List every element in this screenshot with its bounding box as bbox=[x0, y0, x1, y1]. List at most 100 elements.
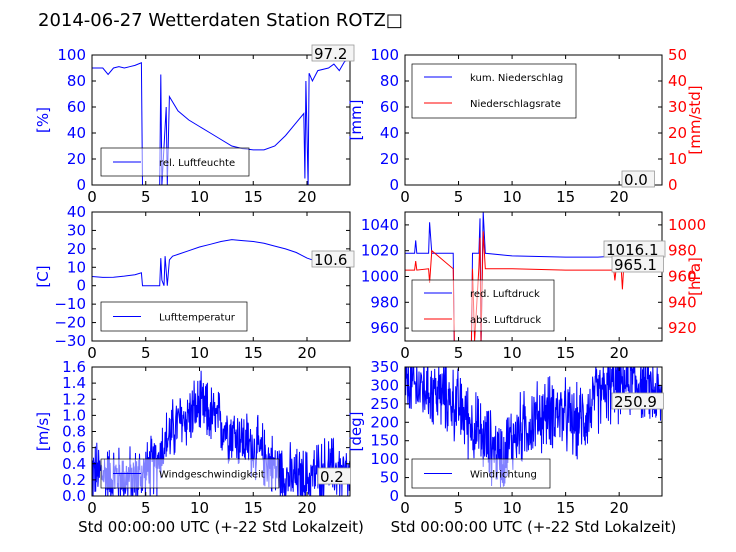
y-tick-label: 80 bbox=[380, 72, 399, 90]
panel-precip: 0 5 10 15 20 0 20 40 60 80 100 0 10 20 30 40 50 [mm] [mm/s… bbox=[347, 46, 704, 206]
x-tick-label: 0 bbox=[400, 188, 410, 206]
y-tick-label: 20 bbox=[380, 150, 399, 168]
x-tick-label: 10 bbox=[190, 499, 209, 517]
legend-label: abs. Luftdruck bbox=[470, 315, 541, 326]
x-axis-label: Std 00:00:00 UTC (+-22 Std Lokalzeit) bbox=[391, 518, 677, 536]
series-line-wind_speed-0 bbox=[92, 370, 350, 496]
value-annotation-box bbox=[311, 250, 355, 268]
y2-tick-label: 980 bbox=[668, 242, 697, 260]
panel-temperature: 0 5 10 15 20−30−20−10010203040[C]Lufttempera… bbox=[34, 203, 355, 362]
x-tick-label: 20 bbox=[297, 188, 316, 206]
x-tick-label: 5 bbox=[454, 499, 464, 517]
y-tick-label: 300 bbox=[370, 376, 399, 394]
x-tick-label: 20 bbox=[297, 344, 316, 362]
value-annotation: 1016.1 bbox=[606, 241, 659, 259]
y-tick-label: 200 bbox=[370, 413, 399, 431]
legend-label: Lufttemperatur bbox=[159, 313, 236, 324]
y-axis-label: [deg] bbox=[347, 412, 365, 452]
x-tick-label: 5 bbox=[141, 499, 151, 517]
y-axis-label: [mm] bbox=[347, 100, 365, 141]
y-tick-label: 350 bbox=[370, 358, 399, 376]
axes-frame-wind_direction bbox=[404, 366, 663, 497]
y-tick-label: 0.2 bbox=[62, 471, 86, 489]
y2-axis-label: [hPa] bbox=[686, 257, 704, 296]
y-tick-label: 0.8 bbox=[62, 423, 86, 441]
legend-label: Windgeschwindigkeit bbox=[159, 470, 265, 481]
y-tick-label: 1.0 bbox=[62, 406, 86, 424]
y2-tick-label: 1000 bbox=[668, 216, 706, 234]
chart-title: 2014-06-27 Wetterdaten Station ROTZ□ bbox=[38, 10, 403, 31]
x-tick-label: 15 bbox=[556, 499, 575, 517]
legend-precip: kum. Niederschlag Niederschlagsrate bbox=[411, 63, 577, 119]
y-tick-label: 20 bbox=[67, 150, 86, 168]
y2-tick-label: 0 bbox=[668, 176, 678, 194]
panel-pressure: 0 5 10 15 20 960 980 1000 1020 1040 920 940 960 980 10… bbox=[361, 211, 706, 362]
x-tick-label: 15 bbox=[244, 188, 263, 206]
value-annotation-box bbox=[621, 170, 655, 188]
legend-label: Niederschlagsrate bbox=[470, 99, 561, 110]
x-tick-label: 10 bbox=[503, 499, 522, 517]
legend-label: kum. Niederschlag bbox=[470, 73, 563, 84]
value-annotation-box bbox=[317, 467, 351, 485]
y-tick-label: 60 bbox=[67, 98, 86, 116]
value-annotation: 0.0 bbox=[624, 171, 648, 189]
x-tick-label: 15 bbox=[244, 499, 263, 517]
panel-humidity: 0 5 10 15 20 0 20 40 60 80 100 [%] rel. Luftfeuchte 9… bbox=[34, 44, 355, 206]
y-tick-label: 1020 bbox=[361, 242, 399, 260]
panel-wind_speed: 0 5 10 15 200.00.20.40.60.81.01.21.41.6[m/s]… bbox=[34, 358, 364, 536]
x-tick-label: 0 bbox=[87, 344, 97, 362]
value-annotation: 10.6 bbox=[314, 251, 347, 269]
x-tick-label: 10 bbox=[190, 344, 209, 362]
x-tick-label: 20 bbox=[610, 344, 629, 362]
y-tick-label: 0 bbox=[76, 277, 86, 295]
legend-pressure: red. Luftdruck abs. Luftdruck bbox=[411, 279, 555, 332]
value-annotation-box bbox=[311, 44, 355, 62]
value-annotation: 250.9 bbox=[614, 393, 657, 411]
y2-tick-label: 960 bbox=[668, 268, 697, 286]
series-line-pressure-0 bbox=[405, 212, 662, 341]
y-axis-label: [C] bbox=[34, 265, 52, 287]
x-tick-label: 10 bbox=[503, 344, 522, 362]
x-tick-label: 5 bbox=[141, 188, 151, 206]
legend-temperature: Lufttemperatur bbox=[100, 301, 248, 332]
x-tick-label: 15 bbox=[556, 188, 575, 206]
y2-tick-label: 40 bbox=[668, 72, 687, 90]
legend-wind_direction: Windrichtung bbox=[411, 458, 551, 489]
x-tick-label: 5 bbox=[454, 344, 464, 362]
y-tick-label: 1.4 bbox=[62, 374, 86, 392]
value-annotation: 0.2 bbox=[320, 468, 344, 486]
y2-tick-label: 920 bbox=[668, 319, 697, 337]
x-tick-label: 10 bbox=[503, 188, 522, 206]
x-tick-label: 5 bbox=[454, 188, 464, 206]
y-tick-label: 0.4 bbox=[62, 455, 86, 473]
y-tick-label: 80 bbox=[67, 72, 86, 90]
y2-tick-label: 940 bbox=[668, 293, 697, 311]
y-tick-label: 0 bbox=[389, 176, 399, 194]
y-tick-label: 20 bbox=[67, 240, 86, 258]
series-line-temperature-0 bbox=[92, 239, 350, 287]
axes-frame-temperature bbox=[91, 211, 351, 342]
y-tick-label: 40 bbox=[67, 124, 86, 142]
value-annotation-box bbox=[611, 392, 664, 410]
y-tick-label: 30 bbox=[67, 221, 86, 239]
y-tick-label: 1040 bbox=[361, 216, 399, 234]
y-tick-label: 100 bbox=[370, 450, 399, 468]
x-tick-label: 0 bbox=[87, 188, 97, 206]
y2-tick-label: 30 bbox=[668, 98, 687, 116]
y-tick-label: 50 bbox=[380, 469, 399, 487]
legend-frame bbox=[411, 279, 555, 332]
y-tick-label: 0.0 bbox=[62, 487, 86, 505]
legend-label: red. Luftdruck bbox=[470, 289, 540, 300]
x-tick-label: 5 bbox=[141, 344, 151, 362]
y2-tick-label: 10 bbox=[668, 150, 687, 168]
y-tick-label: 1000 bbox=[361, 268, 399, 286]
y-tick-label: 1.6 bbox=[62, 358, 86, 376]
x-tick-label: 0 bbox=[400, 344, 410, 362]
y-tick-label: 40 bbox=[67, 203, 86, 221]
y-tick-label: 250 bbox=[370, 395, 399, 413]
y-tick-label: 10 bbox=[67, 258, 86, 276]
legend-humidity: rel. Luftfeuchte bbox=[100, 147, 250, 177]
y-tick-label: 40 bbox=[380, 124, 399, 142]
y2-tick-label: 50 bbox=[668, 46, 687, 64]
